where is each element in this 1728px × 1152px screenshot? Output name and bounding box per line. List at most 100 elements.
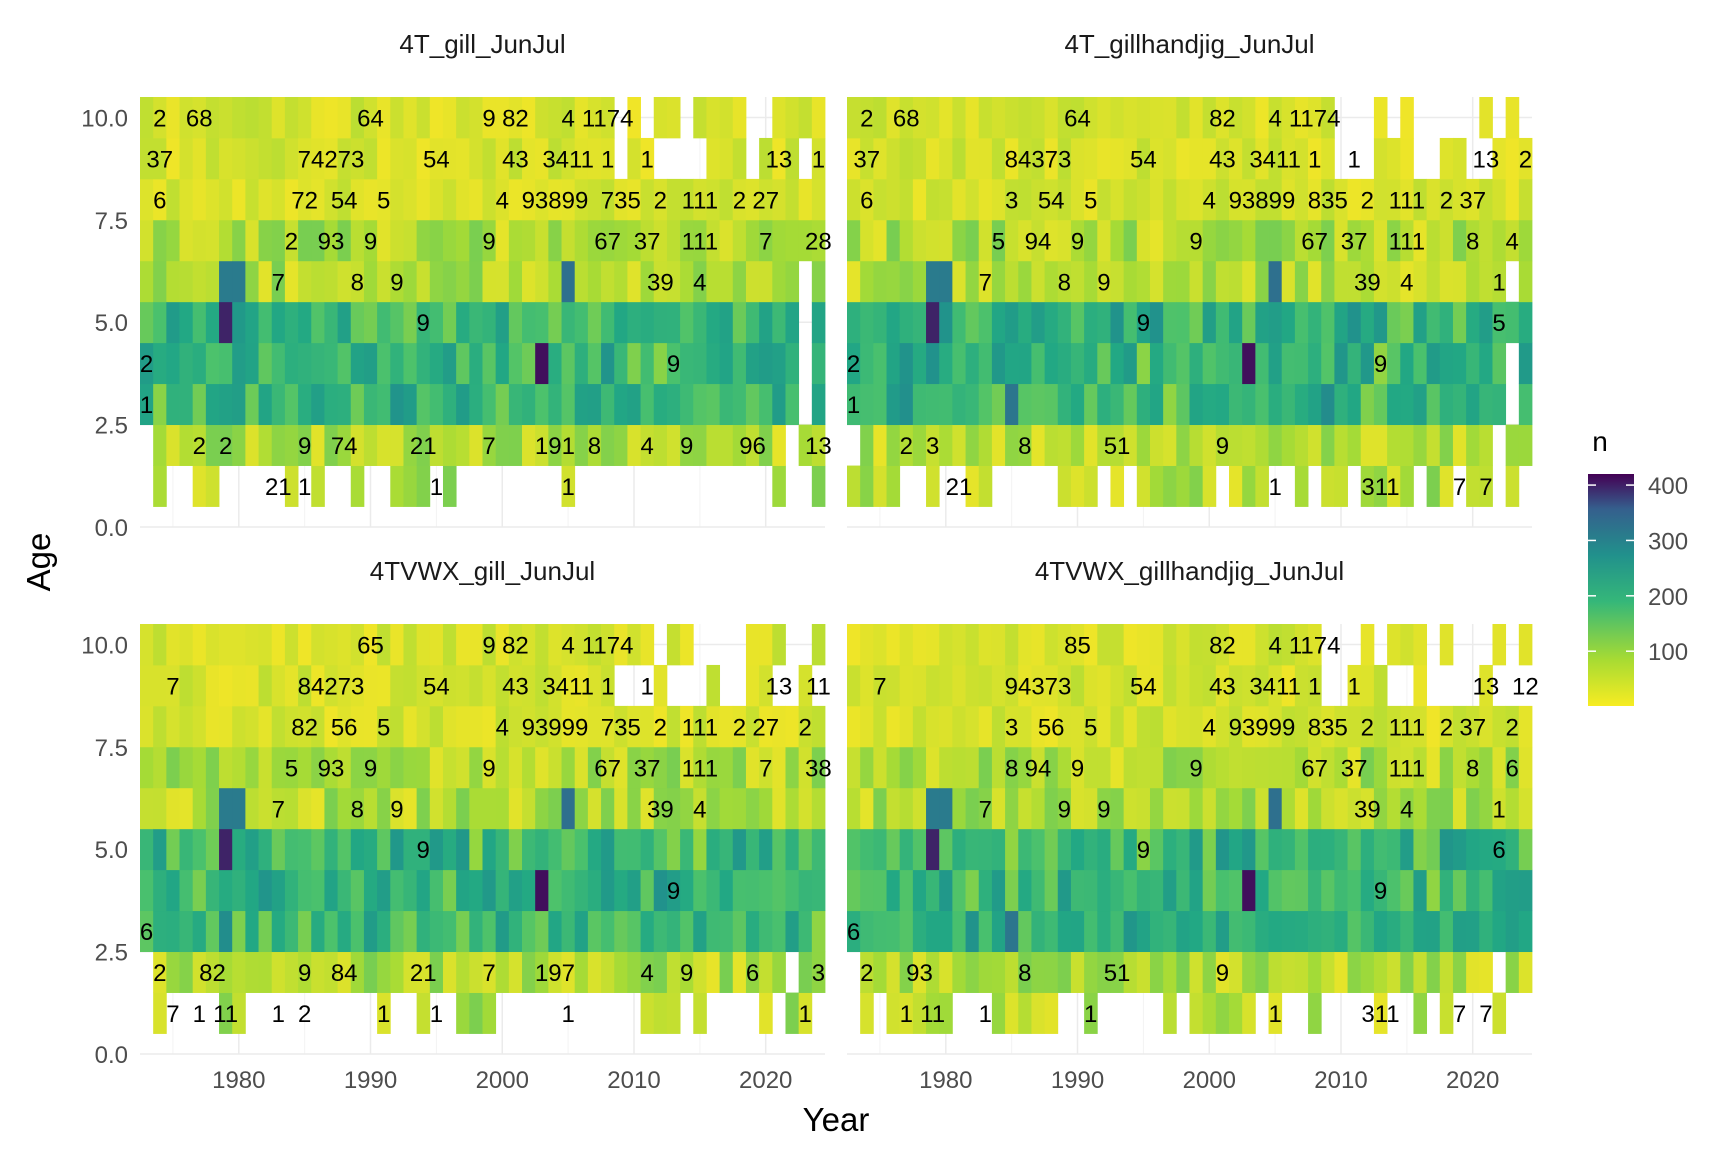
heatmap-cell	[1347, 342, 1362, 385]
heatmap-cell	[732, 910, 747, 953]
heatmap-cell	[416, 828, 431, 871]
cell-value-label: 111	[682, 187, 718, 214]
heatmap-cell	[1123, 664, 1138, 707]
heatmap-cell	[153, 465, 167, 507]
heatmap-cell	[759, 951, 773, 993]
heatmap-cell	[991, 787, 1006, 830]
heatmap-cell	[614, 787, 628, 830]
heatmap-cell	[429, 97, 444, 139]
heatmap-cell	[847, 97, 861, 139]
heatmap-cell	[377, 383, 391, 426]
heatmap-cell	[482, 787, 497, 830]
cell-value-label: 9	[298, 960, 311, 987]
heatmap-cell	[1505, 746, 1520, 789]
panel-title: 4T_gillhandjig_JunJul	[1064, 29, 1314, 59]
heatmap-cell	[1044, 869, 1059, 912]
heatmap-cell	[284, 219, 299, 262]
heatmap-cell	[1360, 178, 1375, 221]
heatmap-tiles	[140, 97, 826, 507]
heatmap-cell	[416, 951, 431, 993]
heatmap-cell	[1492, 342, 1507, 385]
heatmap-cell	[245, 424, 259, 466]
cell-value-label: 5	[285, 755, 298, 782]
heatmap-cell	[1163, 465, 1177, 507]
heatmap-cell	[522, 424, 536, 466]
heatmap-cell	[574, 664, 589, 707]
heatmap-cell	[1031, 910, 1045, 953]
heatmap-cell	[991, 910, 1006, 953]
heatmap-cell	[1294, 624, 1309, 666]
heatmap-cell	[456, 869, 470, 912]
cell-value-label: 93	[906, 960, 933, 987]
heatmap-cell	[1070, 342, 1085, 385]
heatmap-cell	[429, 869, 444, 912]
heatmap-cell	[469, 746, 483, 789]
heatmap-cell	[1426, 951, 1441, 993]
heatmap-cell	[680, 828, 694, 871]
heatmap-cell	[745, 951, 760, 993]
heatmap-cell	[1097, 828, 1111, 871]
heatmap-cell	[978, 746, 993, 789]
heatmap-cell	[363, 424, 378, 466]
heatmap-cell	[1255, 624, 1269, 666]
heatmap-cell	[1334, 787, 1348, 830]
cell-value-label: 1	[430, 1001, 443, 1028]
heatmap-cell	[772, 260, 786, 303]
heatmap-cell	[1413, 664, 1428, 707]
heatmap-cell	[1479, 342, 1493, 385]
heatmap-cell	[811, 746, 826, 789]
heatmap-cell	[377, 260, 391, 303]
heatmap-cell	[456, 787, 470, 830]
heatmap-cell	[772, 951, 786, 993]
heatmap-cell	[232, 624, 246, 666]
heatmap-cell	[1189, 383, 1204, 426]
heatmap-cell	[1518, 424, 1533, 466]
heatmap-cell	[1360, 951, 1375, 993]
heatmap-cell	[311, 97, 325, 139]
heatmap-cell	[522, 787, 536, 830]
heatmap-cell	[653, 97, 668, 139]
heatmap-cell	[1215, 992, 1230, 1034]
heatmap-cell	[1044, 342, 1059, 385]
heatmap-cell	[416, 219, 431, 262]
heatmap-cell	[587, 342, 602, 385]
heatmap-cell	[1215, 746, 1230, 789]
heatmap-cell	[1189, 301, 1204, 344]
heatmap-cell	[653, 424, 668, 466]
y-axis-title: Age	[20, 533, 57, 592]
heatmap-cell	[1373, 465, 1388, 507]
heatmap-cell	[1110, 301, 1125, 344]
legend-title: n	[1592, 426, 1608, 457]
heatmap-cell	[377, 869, 391, 912]
heatmap-cell	[847, 219, 861, 262]
heatmap-cell	[1334, 178, 1348, 221]
cell-value-label: 94	[1025, 228, 1052, 255]
heatmap-cell	[522, 178, 536, 221]
heatmap-cell	[1202, 465, 1217, 507]
heatmap-cell	[469, 910, 483, 953]
heatmap-cell	[1202, 869, 1217, 912]
heatmap-cell	[1084, 137, 1098, 180]
cell-value-label: 9	[364, 228, 377, 255]
heatmap-cell	[772, 705, 786, 748]
heatmap-cell	[1149, 137, 1164, 180]
heatmap-cell	[899, 951, 914, 993]
heatmap-cell	[785, 301, 800, 344]
heatmap-cell	[140, 746, 154, 789]
heatmap-cell	[666, 869, 681, 912]
heatmap-cell	[860, 137, 874, 180]
heatmap-cell	[1057, 951, 1072, 993]
heatmap-cell	[1189, 828, 1204, 871]
heatmap-cell	[978, 664, 993, 707]
heatmap-cell	[1202, 664, 1217, 707]
heatmap-cell	[1229, 746, 1243, 789]
heatmap-cell	[1242, 97, 1256, 139]
heatmap-cell	[350, 705, 365, 748]
cell-value-label: 37	[1341, 755, 1368, 782]
heatmap-cell	[1268, 705, 1283, 748]
heatmap-cell	[886, 424, 901, 466]
heatmap-cell	[759, 910, 773, 953]
heatmap-cell	[324, 301, 338, 344]
x-tick-label: 1980	[919, 1067, 972, 1094]
